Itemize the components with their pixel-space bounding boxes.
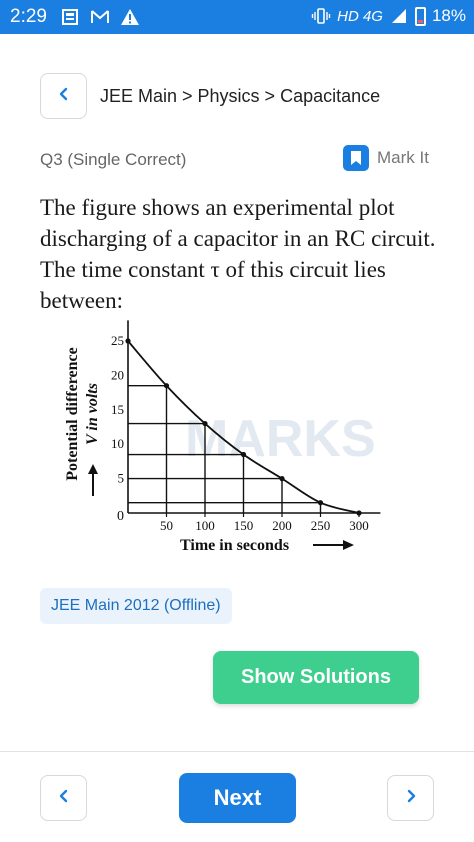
data-point xyxy=(317,500,324,506)
exam-tag[interactable]: JEE Main 2012 (Offline) xyxy=(40,588,232,624)
bottom-divider xyxy=(0,751,474,752)
back-button[interactable] xyxy=(40,73,87,119)
data-point xyxy=(279,476,285,482)
next-question-button[interactable] xyxy=(387,775,434,821)
x-tick-label: 50 xyxy=(160,518,173,533)
vibrate-icon xyxy=(311,6,331,26)
y-tick-label: 15 xyxy=(111,402,124,417)
y-axis-label-unit: V in volts xyxy=(84,383,101,445)
data-point xyxy=(163,383,170,389)
data-point xyxy=(240,451,247,458)
signal-icon xyxy=(389,6,409,26)
chevron-left-icon xyxy=(57,86,71,107)
breadcrumb: JEE Main > Physics > Capacitance xyxy=(100,86,381,106)
x-tick-label: 100 xyxy=(195,518,215,533)
y-tick-label: 20 xyxy=(111,367,124,382)
x-tick-label: 250 xyxy=(311,518,331,533)
network-type: HD 4G xyxy=(337,7,383,25)
x-tick-label: 200 xyxy=(272,518,292,533)
question-text: The figure shows an experimental plot di… xyxy=(40,195,436,313)
y-axis-label: Potential difference xyxy=(64,347,81,480)
origin-label: 0 xyxy=(117,509,124,524)
question-figure: MARKS Potential difference V in volts Ti… xyxy=(55,318,425,563)
battery-level: 18% xyxy=(431,6,466,25)
data-point xyxy=(356,510,362,516)
battery-icon xyxy=(414,6,426,26)
y-tick-label: 10 xyxy=(111,436,124,451)
news-icon xyxy=(60,7,80,27)
data-point xyxy=(202,420,208,427)
x-tick-label: 300 xyxy=(349,518,369,533)
y-tick-label: 25 xyxy=(111,333,124,348)
y-tick-label: 5 xyxy=(118,471,125,486)
watermark-text: MARKS xyxy=(185,410,376,468)
notification-icons xyxy=(60,7,140,27)
mark-it-label: Mark It xyxy=(377,148,429,167)
gmail-icon xyxy=(90,7,110,27)
next-button[interactable]: Next xyxy=(179,773,296,823)
mark-it-button[interactable]: Mark It xyxy=(343,145,429,171)
show-solutions-button[interactable]: Show Solutions xyxy=(213,651,419,704)
data-point xyxy=(125,338,131,344)
y-axis-arrow xyxy=(88,464,98,496)
question-type: Q3 (Single Correct) xyxy=(40,150,187,169)
x-axis-arrow xyxy=(313,540,354,550)
chevron-right-icon xyxy=(404,788,418,809)
status-bar: 2:29 HD 4G 18% xyxy=(0,0,474,34)
system-indicators: HD 4G 18% xyxy=(311,6,466,26)
x-axis-label: Time in seconds xyxy=(180,537,289,554)
chevron-left-icon xyxy=(57,788,71,809)
previous-question-button[interactable] xyxy=(40,775,87,821)
x-tick-label: 150 xyxy=(234,518,254,533)
discharge-plot: MARKS Potential difference V in volts Ti… xyxy=(64,320,381,554)
status-time: 2:29 xyxy=(10,6,47,27)
bookmark-icon xyxy=(343,145,369,171)
warning-icon xyxy=(120,7,140,27)
